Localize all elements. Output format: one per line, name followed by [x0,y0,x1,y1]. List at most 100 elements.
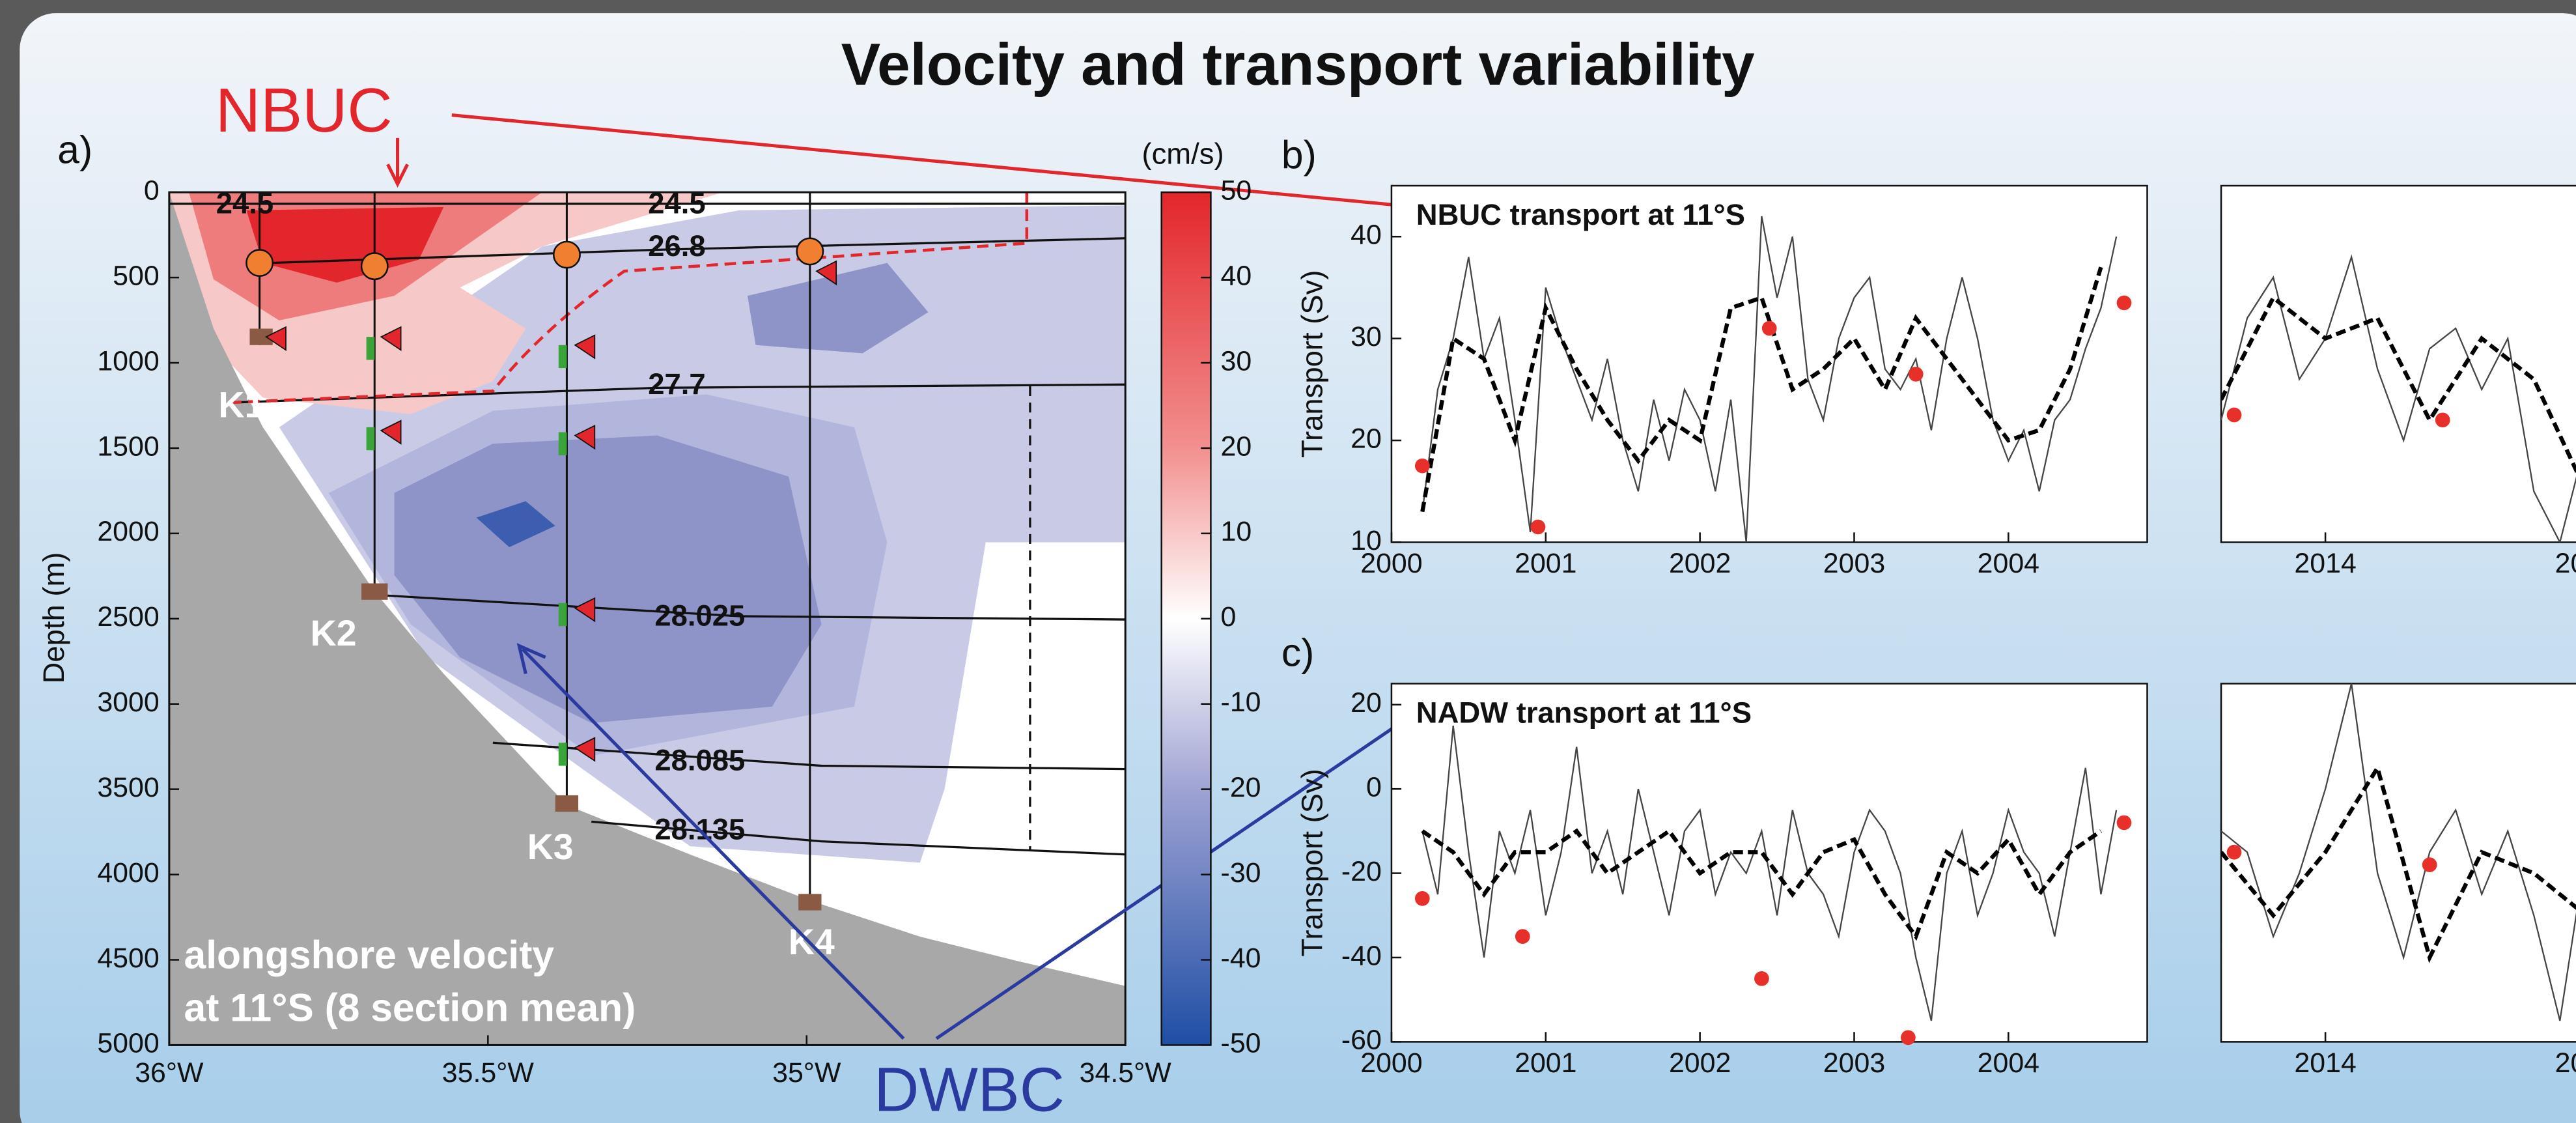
y-tick-label: 30 [1351,321,1382,352]
x-tick-label: 2003 [1823,1047,1885,1079]
data-point [1414,458,1430,474]
data-point [1761,320,1777,336]
x-tick-label: 2002 [1669,548,1731,579]
plot-area [1420,216,2118,543]
mooring-label: K2 [311,613,357,653]
nbuc-boundary [230,192,1029,405]
section-field [169,192,1126,1045]
y-tick-label: 10 [1351,525,1382,556]
x-tick-label: 2015 [2555,1047,2576,1079]
colorbar-tick-label: -20 [1221,772,1261,803]
mooring-label: K3 [527,827,574,867]
smoothed-line [2221,294,2576,475]
data-point [1414,891,1430,906]
plot-area [2221,254,2576,543]
x-tick-label: 35.5°W [442,1057,535,1088]
y-axis-label: Transport (Sv) [1295,769,1328,956]
y-tick-label: 0 [144,175,160,206]
colorbar-tick-label: 50 [1221,175,1252,206]
data-point [2116,815,2132,831]
current-label: NBUC [216,76,393,145]
colorbar-tick-label: -30 [1221,857,1261,888]
y-tick-label: 1500 [97,431,159,462]
plot-area [1421,725,2118,1021]
y-tick-label: -40 [1341,940,1382,971]
series-line [2221,683,2576,1021]
y-tick-label: 500 [113,260,160,291]
colorbar-tick-label: -40 [1221,943,1261,974]
axes-bg [2220,184,2576,543]
title: Velocity and transport variability [841,32,1756,98]
y-tick-label: -60 [1341,1025,1382,1056]
y-tick-label: -20 [1341,856,1382,887]
colorbar-label: (cm/s) [1141,137,1224,171]
y-tick-label: 4000 [97,857,159,888]
x-tick-label: 2014 [2294,548,2356,579]
contour-fill [476,501,555,548]
x-tick-label: 2002 [1669,1047,1731,1079]
contour-fill [747,263,929,354]
isopycnal-label: 26.8 [648,229,705,263]
mooring-floats [245,237,824,281]
series-line [1421,216,2118,543]
colorbar-tick-label: 40 [1221,260,1252,291]
series-line [1421,725,2118,1021]
isopycnal-label: 24.5 [216,186,273,220]
y-tick-label: 2000 [97,516,159,547]
axes-bg [2220,683,2576,1043]
data-point [1901,1030,1916,1045]
x-tick-label: 2014 [2294,1047,2356,1079]
x-tick-label: 2004 [1978,548,2039,579]
x-tick-label: 36°W [135,1057,204,1088]
panel-title: NADW transport at 11°S [1416,696,1752,729]
data-point [2226,407,2242,423]
isopycnal-label: 24.5 [648,186,705,220]
y-axis-label: Depth (m) [37,552,70,684]
y-tick-label: 3500 [97,772,159,803]
plot-area [2221,683,2576,1021]
data-point [1530,519,1546,535]
panel-label: a) [57,128,92,172]
data-point [2226,844,2242,860]
y-tick-label: 20 [1351,687,1382,718]
isopycnal-label: 28.025 [654,599,745,633]
x-tick-label: 2003 [1823,548,1885,579]
x-tick-label: 34.5°W [1080,1057,1172,1088]
smoothed-line [1420,266,2103,513]
mooring-label: K1 [218,384,264,425]
annotation: alongshore velocity [184,933,555,977]
colorbar-tick-label: -10 [1221,687,1261,718]
data-point [2116,295,2132,311]
x-tick-label: 2001 [1515,548,1576,579]
isopycnal-label: 27.7 [648,367,705,401]
data-point [1515,929,1530,944]
x-tick-label: 35°W [772,1057,841,1088]
colorbar-tick-label: 30 [1221,345,1252,377]
x-tick-label: 2000 [1360,548,1422,579]
y-tick-label: 40 [1351,220,1382,251]
current-label: DWBC [874,1055,1065,1123]
isopycnal-label: 28.085 [654,744,745,777]
data-point [2435,412,2450,428]
y-tick-label: 4500 [97,943,159,974]
y-tick-label: 3000 [97,687,159,718]
instruments [249,260,837,911]
colorbar-tick-label: -50 [1221,1028,1261,1059]
smoothed-line [2221,763,2576,963]
y-axis-label: Transport (Sv) [1295,270,1328,458]
axes-bg [1390,184,2148,543]
data-point [2422,857,2437,872]
y-tick-label: 2500 [97,601,159,633]
contour-fill [394,435,822,723]
x-tick-label: 2004 [1978,1047,2039,1079]
data-point [1754,971,1769,986]
panel-label: b) [1281,132,1317,177]
colorbar-tick-label: 0 [1221,601,1237,633]
isopycnals [169,203,1126,856]
panel-label: c) [1281,631,1314,675]
x-tick-label: 2000 [1360,1047,1422,1079]
colorbar-tick-label: 10 [1221,516,1252,547]
y-tick-label: 5000 [97,1028,159,1059]
y-tick-label: 20 [1351,423,1382,454]
